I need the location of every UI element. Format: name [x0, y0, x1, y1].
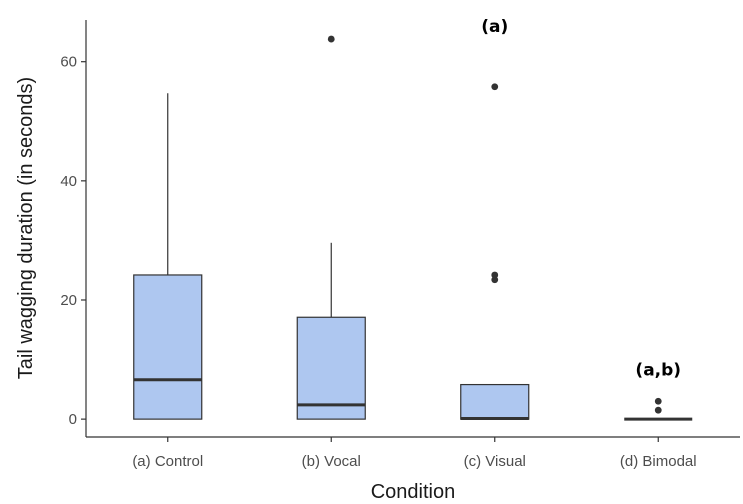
x-tick-label: (a) Control [132, 453, 203, 470]
significance-annotation: (a) [481, 17, 508, 37]
x-tick-label: (b) Vocal [302, 453, 361, 470]
outlier-point [654, 406, 662, 414]
box-iqr [296, 316, 366, 420]
boxes-layer [133, 35, 693, 421]
box-group [460, 83, 530, 421]
box-group [296, 35, 366, 420]
box-group [624, 397, 693, 421]
y-tick-label: 0 [69, 411, 77, 428]
significance-annotation: (a,b) [635, 361, 681, 381]
outlier-point [491, 271, 499, 279]
outlier-point [491, 276, 499, 284]
x-axis-title: Condition [371, 481, 456, 503]
axes-layer [85, 20, 740, 438]
y-axis-title: Tail wagging duration (in seconds) [15, 77, 37, 379]
box-iqr [460, 383, 530, 420]
x-tick-label: (d) Bimodal [620, 453, 697, 470]
y-tick-label: 60 [60, 54, 77, 71]
y-tick-label: 20 [60, 292, 77, 309]
outlier-point [491, 83, 499, 91]
annotations-layer: (a) (a,b) [481, 17, 681, 381]
y-tick-label: 40 [60, 173, 77, 190]
x-tick-label: (c) Visual [464, 453, 526, 470]
ticks-layer: 0 20 40 60 (a) Control (b) Vocal (c) Visual (d)… [60, 54, 696, 470]
outlier-point [654, 397, 662, 405]
outlier-point [327, 35, 335, 43]
box-iqr [133, 274, 203, 420]
box-group [133, 93, 203, 420]
